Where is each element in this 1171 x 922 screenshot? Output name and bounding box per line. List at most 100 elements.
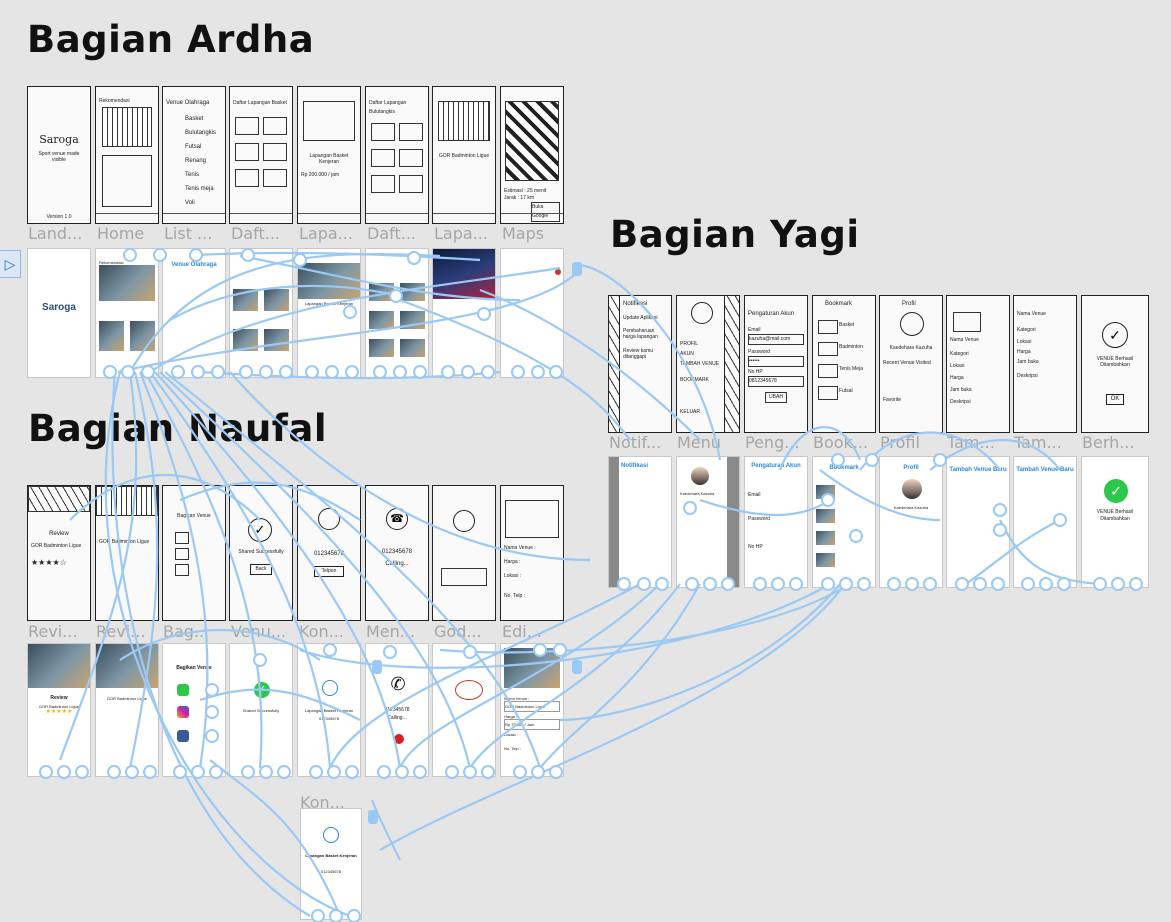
hifi-daftar-basket[interactable] [229,248,293,378]
sketch-lapangan-gor[interactable]: GOR Badminton Ligue [432,86,496,224]
share-option[interactable] [175,532,189,544]
hifi-google-maps[interactable] [432,643,496,777]
frame-label: Revi... [96,622,146,641]
sketch-berhasil[interactable]: ✓ VENUE Berhasil Ditambahkan OK [1081,295,1149,433]
shared-back-button[interactable]: Back [250,564,272,575]
sketch-kontak[interactable]: 012345678 Telpon [297,485,361,621]
list-title: Venue Olahraga [166,100,210,106]
frame-label: Tam... [1014,433,1062,452]
whatsapp-icon[interactable] [177,684,189,696]
hifi-review-1[interactable]: Review GOR Badminton Ligue ★★★★★ [27,643,91,777]
hifi-maps[interactable] [500,248,564,378]
sketch-tambah-2[interactable]: Nama Venue Kategori Lokasi Harga Jam buk… [1013,295,1077,433]
lapangan-image-sketch [303,101,355,141]
menu-item[interactable]: AKUN [680,351,694,357]
sketch-lapangan[interactable]: Lapangan Basket Kenjeran Rp 200.000 / ja… [297,86,361,224]
sketch-review-2[interactable]: GOR Badminton Ligue [95,485,159,621]
bookmark-item[interactable]: Tenis Meja [839,366,863,372]
list-item[interactable]: Futsal [185,144,202,150]
hifi-menu[interactable]: Kaedehara Kazuha [676,456,740,588]
hifi-notifikasi[interactable]: Notifikasi [608,456,672,588]
menu-item[interactable]: TAMBAH VENUE [680,361,720,367]
sketch-bagikan[interactable]: Bagikan Venue [162,485,226,621]
berhasil-ok-button[interactable]: OK [1106,394,1124,405]
bookmark-item[interactable]: Basket [839,322,855,328]
hifi-kontak[interactable]: Lapangan Basket Kenjeran 012345678 [297,643,361,777]
facebook-icon[interactable] [177,730,189,742]
tambah-label: Jam buka [1017,359,1039,365]
hifi-profil[interactable]: Profil Kaedehara Kazuha [879,456,943,588]
sketch-list[interactable]: Venue Olahraga Basket Bulutangkis Futsal… [162,86,226,224]
notif-item[interactable]: Review kamu ditanggapi [623,348,654,360]
hifi-landing[interactable]: Saroga [27,248,91,378]
frame-label: Land... [28,224,83,243]
peng-field[interactable]: 0812345678 [748,376,804,387]
menu-item[interactable]: PROFIL [680,341,699,347]
hifi-venue-shared[interactable]: ✓ Shared Successfully [229,643,293,777]
share-option[interactable] [175,564,189,576]
notif-item[interactable]: Update Aplikasi [623,315,658,321]
sketch-venue-shared[interactable]: ✓ Shared Successfully Back [229,485,293,621]
rating-stars[interactable]: ★★★★☆ [31,558,67,567]
rating-stars[interactable]: ★★★★★ [45,709,73,715]
kontak-name-extra: Lapangan Basket Kenjeran [305,853,357,858]
sketch-pengaturan[interactable]: Pengaturan Akun Email kazuha@mail.com Pa… [744,295,808,433]
sketch-menu[interactable]: PROFIL AKUN TAMBAH VENUE BOOKMARK KELUAR [676,295,740,433]
hifi-edit[interactable]: Nama Venue : GOR Badminton Ligue Harga :… [500,643,564,777]
sketch-home[interactable]: Rekomendasi [95,86,159,224]
hifi-kontak-extra[interactable]: Lapangan Basket Kenjeran 012345678 [300,808,362,920]
kontak-call-button[interactable]: Telpon [314,566,344,577]
list-item[interactable]: Basket [185,116,204,122]
landing-logo-hifi: Saroga [42,302,76,313]
menu-item[interactable]: KELUAR [680,409,701,415]
hangup-icon[interactable] [394,734,404,744]
peng-field[interactable]: •••••• [748,356,804,367]
hifi-review-2[interactable]: GOR Badminton Ligue [95,643,159,777]
menu-item[interactable]: BOOKMARK [680,377,709,383]
sketch-google-maps[interactable] [432,485,496,621]
sketch-daftar-basket[interactable]: Daftar Lapangan Basket [229,86,293,224]
sketch-daftar-bulu[interactable]: Daftar Lapangan Bulutangkis [365,86,429,224]
hifi-tambah-1[interactable]: Tambah Venue Baru [946,456,1010,588]
edit-label: Nama Venue : [504,545,536,551]
maps-open-button[interactable]: Buka Google [531,202,560,222]
sketch-maps[interactable]: Estimasi : 25 menit Jarak : 17 km Buka G… [500,86,564,224]
peng-label-hifi: Password [748,516,770,522]
hifi-daftar-bulu[interactable] [365,248,429,378]
frame-label: Berh... [1082,433,1135,452]
list-item[interactable]: Renang [185,158,207,164]
hifi-tambah-2[interactable]: Tambah Venue Baru [1013,456,1077,588]
sketch-bookmark[interactable]: Bookmark Basket Badminton Tenis Meja Fut… [812,295,876,433]
hifi-berhasil[interactable]: ✓ VENUE Berhasil Ditambahkan [1081,456,1149,588]
peng-save-button[interactable]: UBAH [765,392,787,403]
hifi-list[interactable]: Venue Olahraga [162,248,226,378]
bookmark-item[interactable]: Futsal [839,388,853,394]
hifi-pengaturan[interactable]: Pengaturan Akun Email Password No HP [744,456,808,588]
calling-text: Calling... [385,561,409,567]
hifi-lapangan-gor[interactable] [432,248,496,378]
list-item[interactable]: Voli [185,200,195,206]
peng-field[interactable]: kazuha@mail.com [748,334,804,345]
list-item[interactable]: Tenis [185,172,200,178]
share-option[interactable] [175,548,189,560]
play-prototype-button[interactable]: ▷ [0,250,21,278]
instagram-icon[interactable] [177,706,189,718]
hifi-bookmark[interactable]: Bookmark [812,456,876,588]
sketch-menelpon[interactable]: ☎ 012345678 Calling... [365,485,429,621]
sketch-profil[interactable]: Profil Kaedehara Kazuha Recent Venue Vis… [879,295,943,433]
sketch-review-1[interactable]: Review GOR Badminton Ligue ★★★★☆ [27,485,91,621]
list-item[interactable]: Tenis meja [185,186,214,192]
sketch-notifikasi[interactable]: Notifikasi Update Aplikasi Pembaharuan h… [608,295,672,433]
edit-value-hifi[interactable]: GOR Badminton Ligue [504,701,560,712]
hifi-lapangan[interactable]: Lapangan Basket Kenjeran [297,248,361,378]
hifi-menelpon[interactable]: ✆ 012345678 Calling... [365,643,429,777]
notif-item[interactable]: Pembaharuan harga lapangan [623,328,658,340]
list-item[interactable]: Bulutangkis [185,130,217,136]
sketch-landing[interactable]: Saroga Sport venue made visible Version … [27,86,91,224]
hifi-home[interactable]: Rekomendasi [95,248,159,378]
hifi-bagikan[interactable]: Bagikan Venue [162,643,226,777]
bookmark-item[interactable]: Badminton [839,344,863,350]
sketch-tambah-1[interactable]: Nama Venue Kategori Lokasi Harga Jam buk… [946,295,1010,433]
sketch-edit[interactable]: Nama Venue : Harga : Lokasi : No. Telp : [500,485,564,621]
edit-value-hifi[interactable]: Rp 75.000 / Jam [504,719,560,730]
